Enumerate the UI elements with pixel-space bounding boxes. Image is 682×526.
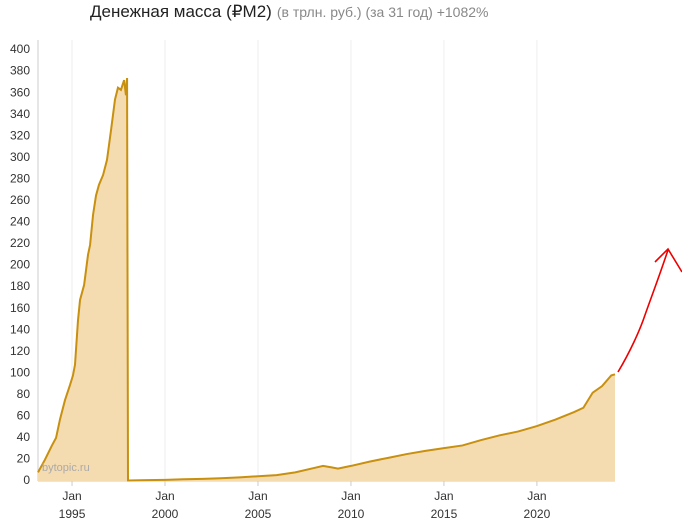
y-tick-label: 60 [17,409,31,423]
x-tick-label-line: Jan [341,489,360,503]
y-tick-label: 160 [10,301,30,315]
x-tick-label-line: Jan [527,489,546,503]
x-tick-label-line: 2000 [152,507,179,521]
y-tick-label: 180 [10,279,30,293]
y-tick-label: 340 [10,107,30,121]
y-tick-label: 260 [10,193,30,207]
line [37,77,616,482]
y-tick-label: 200 [10,258,30,272]
y-tick-label: 140 [10,322,30,336]
chart-subtitle: (в трлн. руб.) (за 31 год) +1082% [277,4,489,20]
x-tick-label: Jan 2010 [338,489,365,521]
y-tick-label: 320 [10,128,30,142]
x-tick-label: Jan 2005 [245,489,272,521]
y-tick-label: 80 [17,387,31,401]
x-tick-label-line: 2005 [245,507,272,521]
annotation-arrowhead [654,247,682,273]
y-tick-label: 280 [10,171,30,185]
y-tick-label: 100 [10,365,30,379]
y-tick-label: 40 [17,430,31,444]
annotation-arrow [617,249,669,373]
x-tick-label-line: 2015 [431,507,458,521]
y-tick-label: 300 [10,150,30,164]
y-tick-label: 380 [10,64,30,78]
x-tick-label: Jan 2000 [152,489,179,521]
watermark: bytopic.ru [42,462,90,474]
y-tick-label: 20 [17,452,31,466]
x-tick-label: Jan 2015 [431,489,458,521]
y-tick-label: 360 [10,85,30,99]
x-tick-label-line: Jan [434,489,453,503]
x-tick-label-line: 2010 [338,507,365,521]
x-tick-label-line: Jan [248,489,267,503]
area [38,78,615,481]
y-tick-label: 0 [23,473,30,487]
y-tick-label: 240 [10,215,30,229]
y-tick-label: 120 [10,344,30,358]
y-tick-label: 220 [10,236,30,250]
x-tick-label-line: Jan [62,489,81,503]
x-tick-label-line: Jan [155,489,174,503]
y-tick-label: 400 [10,42,30,56]
x-tick-label: Jan 1995 [59,489,86,521]
x-tick-label: Jan 2020 [524,489,551,521]
chart-heading: Денежная масса (₽M2) (в трлн. руб.) (за 3… [90,2,488,21]
chart-title: Денежная масса (₽M2) [90,2,272,21]
x-tick-label-line: 1995 [59,507,86,521]
x-tick-label-line: 2020 [524,507,551,521]
